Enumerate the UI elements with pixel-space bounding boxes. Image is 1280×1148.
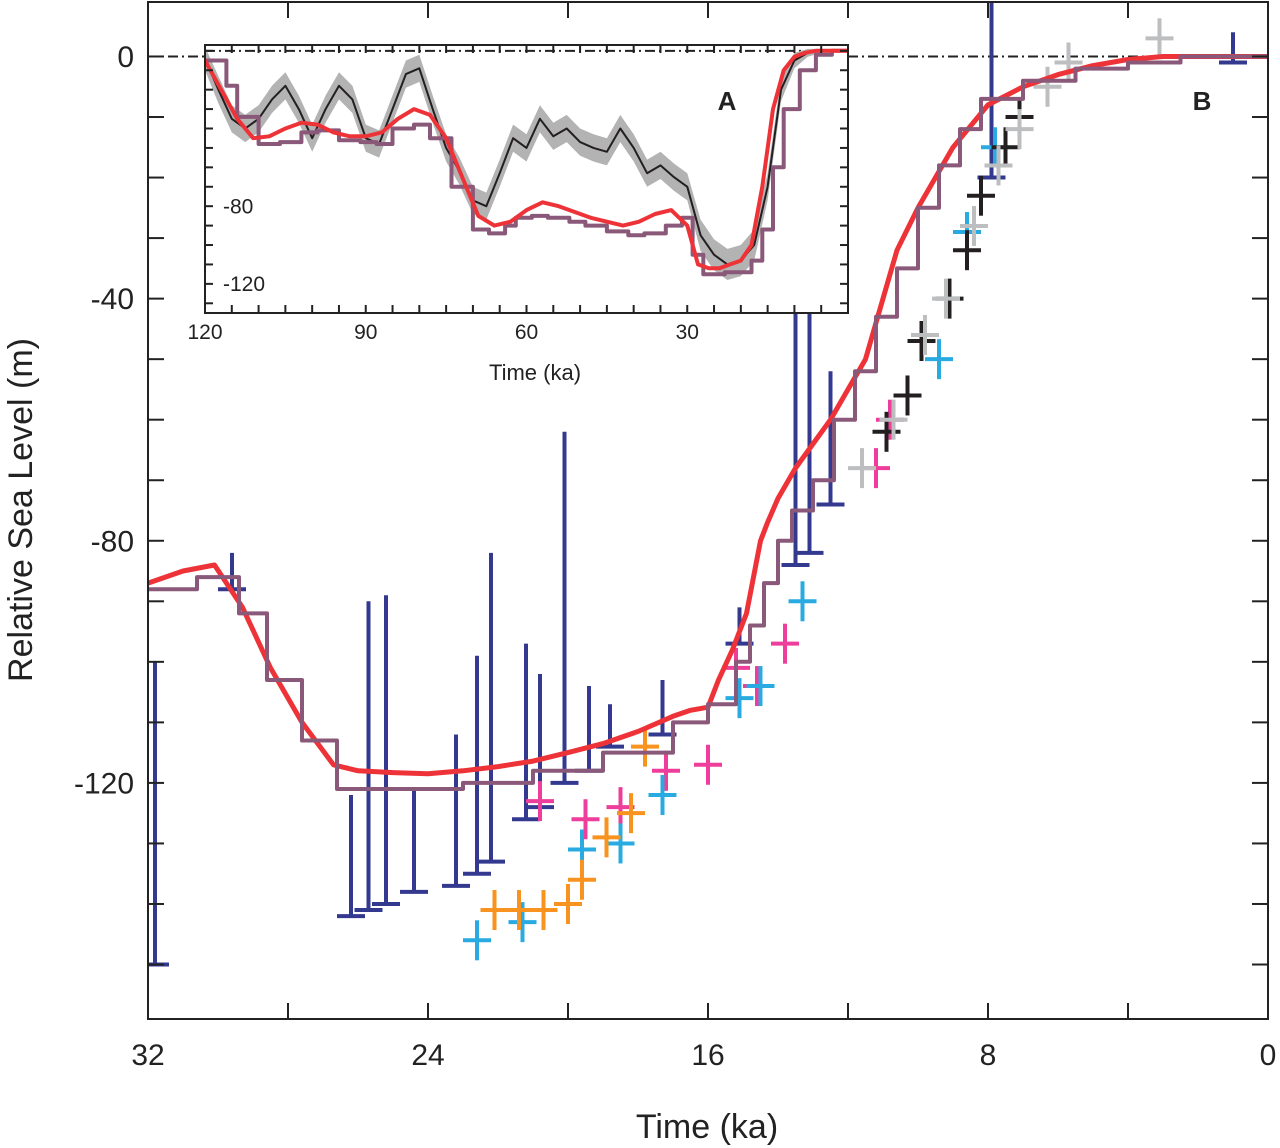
inset-x-tick-label: 90 [354,321,377,344]
main-y-tick-label: -40 [91,283,134,316]
inset-plot-panel-a: -80 -120 120 90 60 30 [187,44,849,344]
inset-data-layer [205,46,848,281]
panel-b-label: B [1193,86,1212,116]
main-x-axis-title: Time (ka) [636,1108,778,1146]
inset-x-tick-label: 120 [187,321,222,344]
main-y-tick-label: 0 [117,41,134,74]
inset-x-tick-label: 30 [676,321,699,344]
main-x-tick-label: 0 [1260,1039,1277,1072]
observation-group-0 [148,2,1247,967]
main-series-stepped-curve-mauve-1 [148,54,1268,791]
main-y-tick-label: -120 [74,767,134,800]
observation-group-3 [480,726,659,931]
main-y-axis-title: Relative Sea Level (m) [2,338,40,682]
inset-y-tick-label: -80 [223,196,253,219]
inset-y-tick-label: -120 [223,273,265,296]
main-data-layer [148,2,1268,967]
main-x-tick-label: 24 [411,1039,444,1072]
panel-a-label: A [718,86,737,116]
main-x-tick-label: 32 [131,1039,164,1072]
inset-x-tick-label: 60 [515,321,538,344]
observation-group-5 [848,18,1174,489]
main-series-model-curve-red-0 [148,54,1268,777]
inset-series-model-curve-red-3 [205,48,848,271]
main-y-tick-label: -80 [91,525,134,558]
inset-x-axis-title: Time (ka) [489,360,581,385]
main-x-tick-label: 16 [691,1039,724,1072]
main-x-tick-label: 8 [980,1039,997,1072]
